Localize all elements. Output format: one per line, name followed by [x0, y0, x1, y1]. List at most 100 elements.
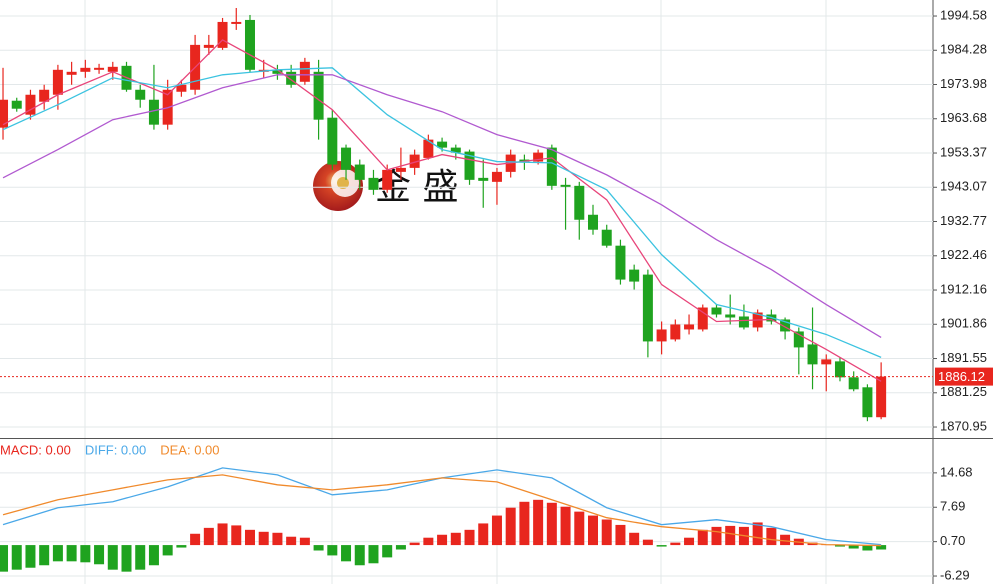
macd-bar: [299, 537, 310, 546]
last-price-box: [935, 367, 993, 386]
candle-body: [807, 344, 818, 365]
candle-body: [793, 331, 804, 348]
macd-bar: [588, 515, 599, 546]
candle-body: [423, 139, 434, 158]
candle-body: [738, 316, 749, 328]
candle-body: [286, 71, 297, 85]
macd-bar: [217, 523, 228, 546]
macd-bar: [464, 529, 475, 546]
macd-bar: [11, 545, 22, 570]
y-tick-label: 1870.95: [940, 418, 987, 433]
macd-bar: [148, 545, 159, 566]
macd-line: [2, 467, 882, 546]
macd-bar: [135, 545, 146, 570]
macd-bar: [341, 545, 352, 562]
candle-body: [670, 324, 681, 340]
macd-bar: [272, 532, 283, 546]
candle-body: [148, 99, 159, 125]
macd-bar: [94, 545, 105, 565]
ma-line: [2, 39, 882, 382]
candle-body: [491, 171, 502, 182]
macd-bar: [190, 533, 201, 546]
candle-body: [327, 117, 338, 165]
candle-body: [66, 71, 77, 75]
candle-body: [615, 245, 626, 280]
macd-bar: [629, 532, 640, 546]
macd-bar: [0, 545, 9, 572]
y-tick-label: 1994.58: [940, 7, 987, 22]
y-tick-label: 7.69: [940, 499, 965, 514]
grid: [84, 0, 827, 584]
y-tick-label: 1963.68: [940, 110, 987, 125]
macd-bar: [725, 525, 736, 546]
candle-body: [341, 147, 352, 170]
candle-body: [176, 84, 187, 92]
y-tick-label: 14.68: [940, 464, 973, 479]
macd-bar: [601, 519, 612, 546]
macd-bar: [574, 511, 585, 546]
candle-body: [450, 147, 461, 153]
macd-bar: [382, 545, 393, 558]
legend-label: DIFF: 0.00: [85, 442, 146, 457]
y-tick-label: 1943.07: [940, 179, 987, 194]
macd-bar: [409, 542, 420, 546]
macd-bar: [560, 506, 571, 546]
macd-bar: [533, 499, 544, 546]
macd-bar: [766, 527, 777, 546]
candle-body: [354, 164, 365, 180]
macd-bar: [848, 545, 859, 549]
y-tick-label: -6.29: [940, 567, 970, 582]
macd-bar: [354, 545, 365, 566]
y-tick-label: 1912.16: [940, 281, 987, 296]
macd-bar: [711, 526, 722, 546]
y-tick-label: 1922.46: [940, 247, 987, 262]
candle-body: [0, 99, 9, 128]
macd-bar: [862, 545, 873, 551]
macd-bar: [656, 545, 667, 547]
macd-bar: [107, 545, 118, 570]
candle-body: [574, 185, 585, 220]
candle-body: [231, 21, 242, 24]
candle-body: [107, 66, 118, 72]
legend-label: DEA: 0.00: [160, 442, 219, 457]
macd-bar: [286, 536, 297, 546]
candle-body: [11, 100, 22, 109]
candle-body: [834, 361, 845, 378]
ma-line: [2, 74, 882, 338]
candle-body: [368, 177, 379, 190]
candle-body: [272, 69, 283, 74]
macd-bar: [423, 537, 434, 546]
candle-body: [656, 329, 667, 342]
macd-line: [2, 474, 882, 547]
y-tick-label: 1932.77: [940, 213, 987, 228]
y-tick-label: 1901.86: [940, 316, 987, 331]
macd-bar: [834, 545, 845, 547]
candle-body: [478, 177, 489, 181]
y-tick-label: 1953.37: [940, 144, 987, 159]
candle-body: [725, 314, 736, 318]
macd-bar: [505, 507, 516, 546]
macd-bar: [670, 542, 681, 546]
macd-bar: [519, 501, 530, 546]
macd-bar: [231, 525, 242, 546]
candle-body: [39, 89, 50, 102]
candle-body: [135, 89, 146, 100]
candle-body: [588, 214, 599, 230]
ma-line: [2, 67, 882, 358]
legend-label: MACD: 0.00: [0, 442, 71, 457]
candle-body: [217, 21, 228, 48]
macd-bar: [313, 545, 324, 551]
candle-body: [821, 359, 832, 365]
candle-body: [203, 44, 214, 48]
candle-body: [52, 69, 63, 95]
candle-body: [437, 141, 448, 148]
candle-body: [862, 387, 873, 418]
candle-body: [629, 269, 640, 282]
logo: [313, 161, 363, 211]
macd-bar: [450, 532, 461, 546]
candle-body: [848, 377, 859, 390]
logo-dot: [337, 177, 349, 189]
candle-body: [409, 154, 420, 168]
